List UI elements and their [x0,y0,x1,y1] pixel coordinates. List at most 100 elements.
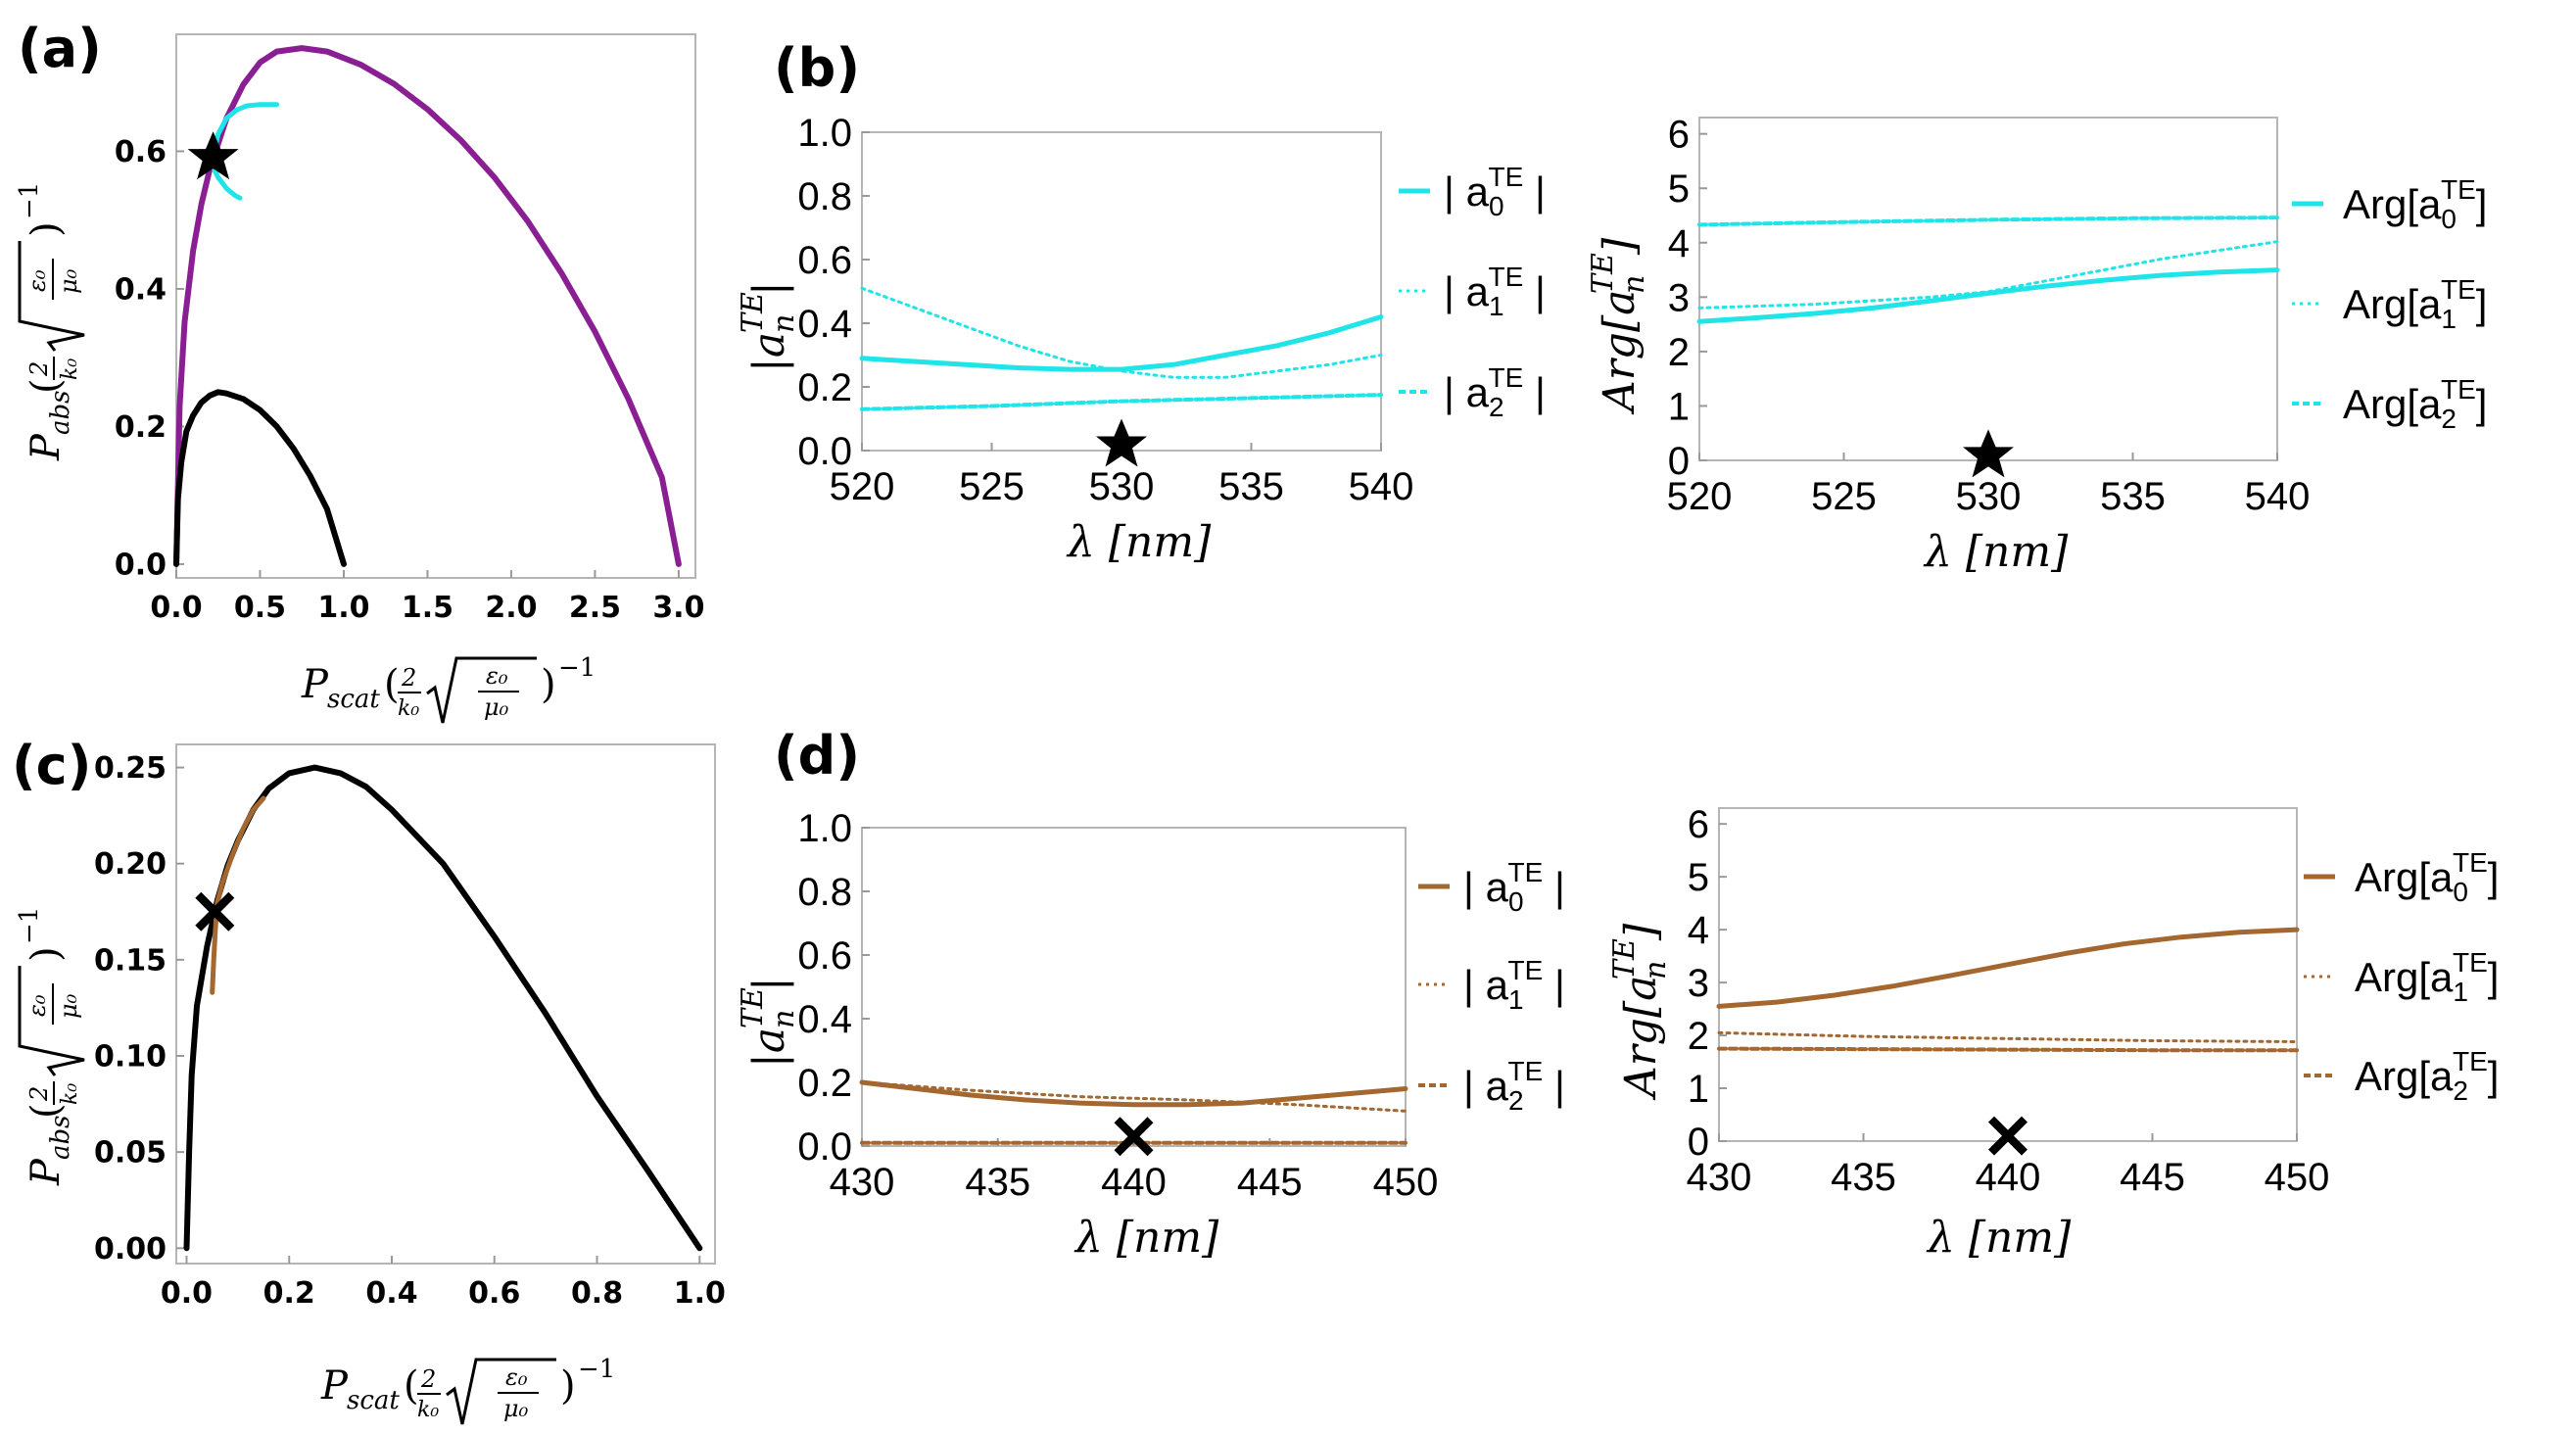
ytick-label-d1-1: 0.2 [797,1062,852,1105]
xtick-label-b1-2: 530 [1089,465,1155,508]
ytick-label-d2-1: 1 [1688,1068,1709,1111]
svg-text:abs: abs [46,1116,75,1161]
xtick-label-c-4: 0.8 [571,1276,623,1311]
svg-text:scat: scat [327,685,380,714]
svg-text:n: n [767,1010,801,1028]
series-a-0 [173,45,682,567]
b2-ylabel: Arg[a n TE ] [1586,237,1651,415]
svg-text:μ₀: μ₀ [484,693,509,721]
svg-text:k₀: k₀ [58,1083,82,1105]
ytick-label-a-2: 0.4 [115,272,167,307]
xtick-label-c-3: 0.6 [468,1276,520,1311]
ytick-label-d2-4: 4 [1688,909,1709,952]
svg-text:TE: TE [736,292,770,333]
xtick-label-b2-3: 535 [2100,475,2166,518]
plot-b1: 520 525 530 535 540 0.0 0.2 0.4 0.6 0.8 1.0 [797,112,1413,508]
d1-xlabel: λ [nm] [1073,1213,1219,1263]
svg-text:(: ( [24,378,69,394]
series-b2-1 [1697,240,2279,310]
xtick-label-a-5: 2.5 [569,591,621,625]
legend-b1-label-1: | a1TE | [1444,262,1546,321]
marker-d1-x [1114,1117,1154,1157]
series-d2-1 [1717,1030,2299,1043]
b1-xlabel: λ [nm] [1066,517,1212,567]
xtick-label-a-4: 2.0 [485,591,537,625]
svg-text:2: 2 [25,361,53,377]
xtick-label-b1-4: 540 [1349,465,1414,508]
ytick-label-b1-1: 0.2 [797,366,852,409]
svg-text:ε₀: ε₀ [24,269,51,292]
plot-c: 0.0 0.2 0.4 0.6 0.8 1.0 0.00 0.05 0.10 0.15 0.20 0.… [94,743,726,1311]
ytick-label-a-3: 0.6 [115,135,167,169]
plot-a-frame [175,33,696,579]
svg-text:n: n [1639,961,1673,980]
svg-text:]: ] [1616,923,1666,941]
series-b2-0 [1696,267,2280,324]
ytick-label-b1-3: 0.6 [797,239,852,282]
ytick-label-d1-5: 1.0 [797,807,852,850]
legend-d2-label-1: Arg[a1TE] [2355,947,2499,1007]
panel-label-b: (b) [774,37,860,99]
series-c-0 [183,764,703,1252]
c-xlabel: P scat ( 2 k₀ ε₀ μ₀ ) −1 [320,1355,615,1425]
svg-text:): ) [560,1363,576,1409]
ytick-label-d1-4: 0.8 [797,871,852,914]
series-b1-0 [859,314,1384,372]
svg-text:Arg[a: Arg[a [1595,290,1645,415]
ytick-label-b2-6: 6 [1668,114,1690,157]
xtick-label-d1-3: 445 [1237,1161,1303,1204]
svg-text:TE: TE [1586,253,1620,294]
plot-d2-frame [1718,807,2298,1142]
xtick-label-d1-0: 430 [830,1161,895,1204]
svg-text:|a: |a [744,332,794,372]
plot-b2: 520 525 530 535 540 0 1 2 3 4 5 6 [1667,114,2311,518]
ytick-label-d2-3: 3 [1688,962,1709,1005]
svg-text:TE: TE [1607,938,1642,980]
xtick-label-b1-1: 525 [959,465,1025,508]
legend-d2-label-0: Arg[a0TE] [2355,847,2499,907]
xtick-label-d2-4: 450 [2265,1156,2330,1199]
svg-text:P: P [24,1158,69,1186]
xtick-label-c-1: 0.2 [263,1276,315,1311]
a-xlabel: P scat ( 2 k₀ ε₀ μ₀ ) −1 [301,653,596,724]
ytick-label-b1-4: 0.8 [797,175,852,218]
d1-ylabel: |a n TE | [736,977,801,1068]
svg-text:Arg[a: Arg[a [1616,976,1666,1101]
legend-b2: Arg[a0TE] Arg[a1TE] Arg[a2TE] [2292,174,2487,434]
xtick-label-b1-0: 520 [830,465,895,508]
xtick-label-d1-2: 440 [1101,1161,1167,1204]
svg-text:−1: −1 [578,1355,615,1384]
xtick-label-c-5: 1.0 [674,1276,726,1311]
svg-text:−1: −1 [15,182,44,219]
ytick-label-a-1: 0.2 [115,410,167,445]
xtick-label-a-2: 1.0 [317,591,369,625]
legend-b2-label-0: Arg[a0TE] [2343,174,2487,234]
ytick-label-d2-5: 5 [1688,856,1709,899]
legend-b1-label-2: | a2TE | [1444,362,1546,422]
panel-label-d: (d) [774,725,860,787]
svg-text:2: 2 [25,1086,53,1102]
svg-text:−1: −1 [558,653,596,683]
svg-text:abs: abs [46,391,75,436]
svg-text:k₀: k₀ [58,358,82,380]
svg-text:μ₀: μ₀ [55,993,82,1019]
svg-text:): ) [541,662,556,707]
ytick-label-b1-5: 1.0 [797,112,852,155]
series-b1-1 [860,286,1383,379]
svg-text:2: 2 [420,1365,436,1393]
xtick-label-d2-2: 440 [1976,1156,2041,1199]
xtick-label-d1-1: 435 [965,1161,1030,1204]
svg-text:P: P [301,662,329,707]
svg-text:(: ( [24,1103,69,1119]
c-ylabel: P abs ( 2 k₀ ε₀ μ₀ ) −1 [15,907,85,1186]
xtick-label-b2-1: 525 [1811,475,1877,518]
series-b1-2 [860,393,1383,411]
svg-text:P: P [24,433,69,461]
svg-text:μ₀: μ₀ [503,1395,529,1422]
series-d2-0 [1716,927,2300,1009]
ytick-label-b2-2: 2 [1668,331,1690,374]
b2-xlabel: λ [nm] [1923,527,2069,577]
d2-ylabel: Arg[a n TE ] [1607,923,1673,1101]
xtick-label-d2-3: 445 [2120,1156,2185,1199]
svg-text:μ₀: μ₀ [55,268,82,294]
